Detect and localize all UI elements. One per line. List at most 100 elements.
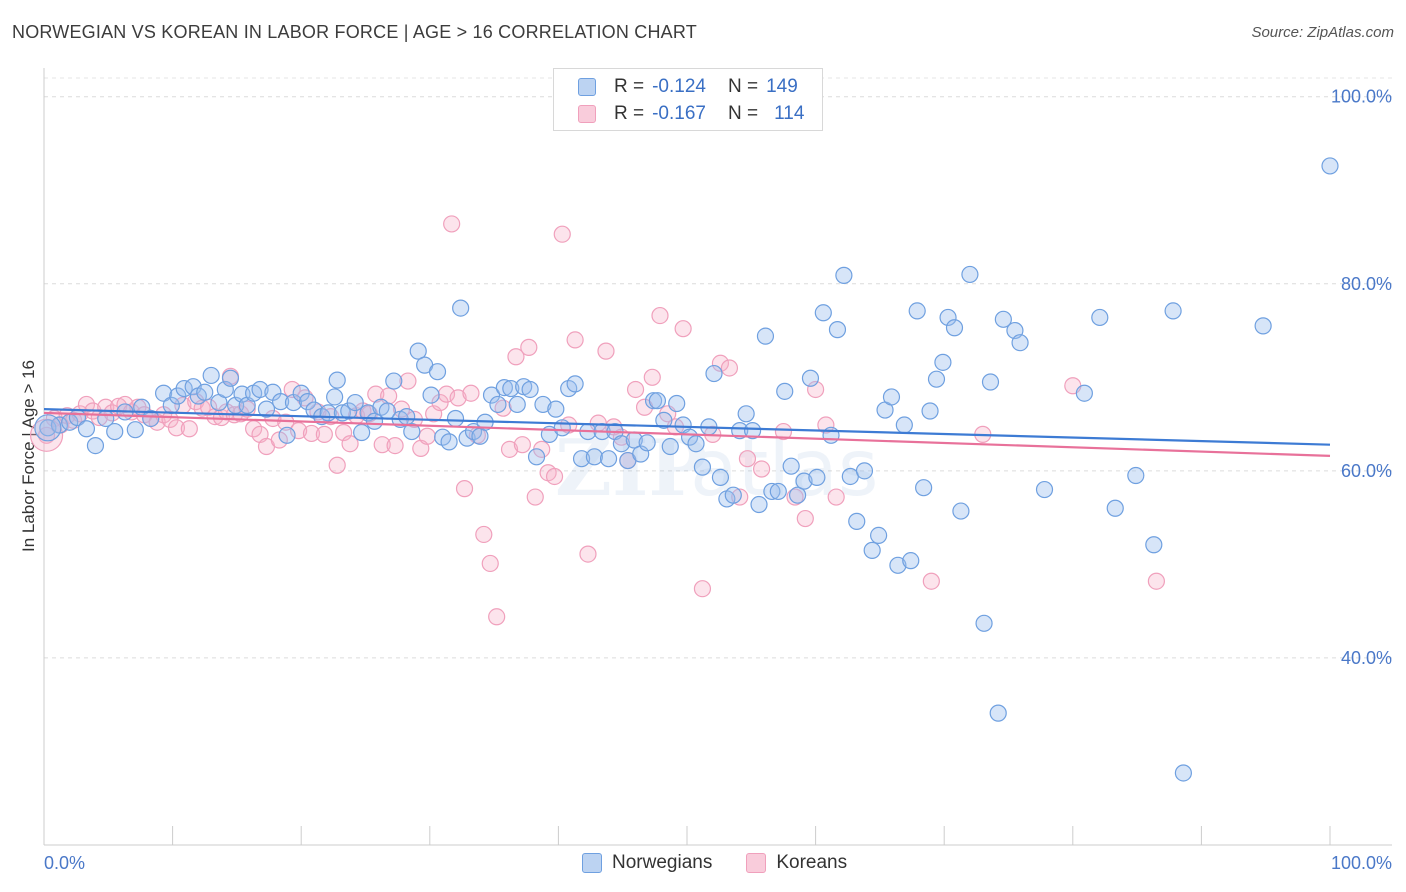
- norwegian-point: [855, 462, 874, 480]
- korean-point: [373, 436, 391, 454]
- korean-point: [455, 480, 474, 498]
- korean-point: [443, 215, 461, 233]
- norwegian-point: [915, 479, 933, 497]
- norwegian-point: [763, 482, 781, 501]
- korean-point: [526, 488, 544, 506]
- koreans-swatch: [746, 853, 767, 873]
- norwegian-point: [1145, 536, 1163, 554]
- korean-point: [579, 545, 597, 563]
- legend-item-norwegians: Norwegians: [582, 852, 712, 874]
- norwegian-point: [750, 495, 768, 514]
- norwegian-points: [34, 157, 1339, 782]
- norwegian-point: [547, 400, 565, 418]
- norwegian-point: [154, 384, 173, 402]
- korean-point: [328, 456, 346, 474]
- norwegian-point: [870, 526, 888, 544]
- norwegian-point: [353, 423, 371, 442]
- korean-point: [180, 420, 198, 438]
- norwegian-point: [743, 422, 762, 440]
- norwegian-point: [86, 436, 105, 455]
- norwegian-point: [495, 379, 513, 397]
- norwegian-point: [921, 402, 939, 420]
- korean-point: [731, 488, 749, 506]
- norwegian-point: [882, 388, 901, 406]
- korean-point: [774, 422, 793, 441]
- norwegian-point: [1321, 157, 1339, 175]
- n-label: N =: [727, 76, 759, 97]
- norwegian-point: [711, 468, 730, 487]
- norwegian-trend-line: [43, 408, 1331, 446]
- norwegian-point: [446, 409, 465, 428]
- korean-point: [651, 306, 669, 325]
- norwegian-point: [994, 310, 1012, 328]
- norwegian-point: [326, 388, 344, 406]
- norwegian-point: [808, 468, 826, 487]
- norwegian-point: [77, 420, 96, 438]
- norwegian-point: [1254, 317, 1272, 335]
- norwegian-point: [795, 472, 813, 490]
- korean-point: [77, 395, 96, 414]
- norwegian-point: [346, 393, 364, 412]
- norwegian-point: [409, 342, 427, 360]
- norwegian-point: [934, 353, 952, 371]
- norwegian-point: [278, 426, 296, 444]
- norwegian-point: [428, 363, 447, 381]
- korean-point: [283, 380, 301, 399]
- norwegian-point: [196, 383, 214, 401]
- norwegian-point: [788, 486, 807, 504]
- korean-trend-line: [43, 411, 1331, 457]
- norwegian-point: [927, 370, 946, 388]
- axes: [43, 68, 1392, 846]
- korean-point: [386, 436, 404, 455]
- norwegian-point: [1106, 499, 1124, 517]
- korean-point: [674, 320, 692, 338]
- norwegian-point: [668, 394, 686, 413]
- norwegian-point: [508, 395, 526, 414]
- korean-point: [507, 348, 525, 366]
- source-label: Source: ZipAtlas.com: [1251, 24, 1394, 41]
- korean-point: [738, 450, 757, 468]
- norwegian-point: [272, 393, 290, 411]
- norwegian-point: [737, 405, 755, 423]
- norwegian-point: [961, 265, 979, 284]
- korean-point: [418, 427, 436, 445]
- norwegian-point: [889, 556, 907, 574]
- norwegian-point: [705, 364, 723, 383]
- norwegian-point: [687, 435, 705, 453]
- korean-point: [302, 424, 321, 443]
- korean-point: [167, 419, 186, 437]
- norwegian-point: [638, 434, 656, 452]
- korean-point: [922, 572, 940, 590]
- norwegian-point: [814, 304, 832, 322]
- korean-point: [399, 372, 417, 390]
- norwegian-point: [756, 327, 775, 345]
- stats-legend: R = -0.124 N = 149 R = -0.167 N = 114: [553, 68, 823, 131]
- korean-point: [693, 580, 712, 598]
- korean-point: [752, 460, 771, 478]
- norwegian-point: [458, 429, 476, 447]
- y-tick-label: 80.0%: [1341, 274, 1392, 294]
- norwegian-point: [422, 386, 440, 404]
- norwegian-point: [1075, 384, 1093, 402]
- norwegian-point: [440, 433, 458, 451]
- series-legend: Norwegians Koreans: [582, 852, 881, 874]
- legend-item-koreans: Koreans: [746, 852, 847, 874]
- norwegian-point: [502, 379, 520, 398]
- norwegian-point: [661, 437, 679, 456]
- norwegian-point: [693, 458, 712, 476]
- koreans-swatch: [578, 105, 596, 123]
- korean-point: [488, 608, 506, 626]
- r-value: -0.167: [652, 103, 706, 124]
- korean-points: [29, 215, 1165, 626]
- norwegian-point: [769, 482, 787, 501]
- norwegian-point: [1011, 334, 1029, 352]
- norwegian-point: [952, 502, 970, 520]
- norwegian-point: [221, 369, 240, 387]
- norwegian-point: [202, 366, 220, 385]
- norwegian-point: [801, 369, 820, 387]
- norwegian-point-cluster: [34, 414, 62, 442]
- norwegian-point: [981, 373, 1000, 391]
- x-tick-label: 0.0%: [44, 853, 85, 873]
- norwegian-point: [939, 308, 957, 327]
- korean-point: [520, 338, 538, 356]
